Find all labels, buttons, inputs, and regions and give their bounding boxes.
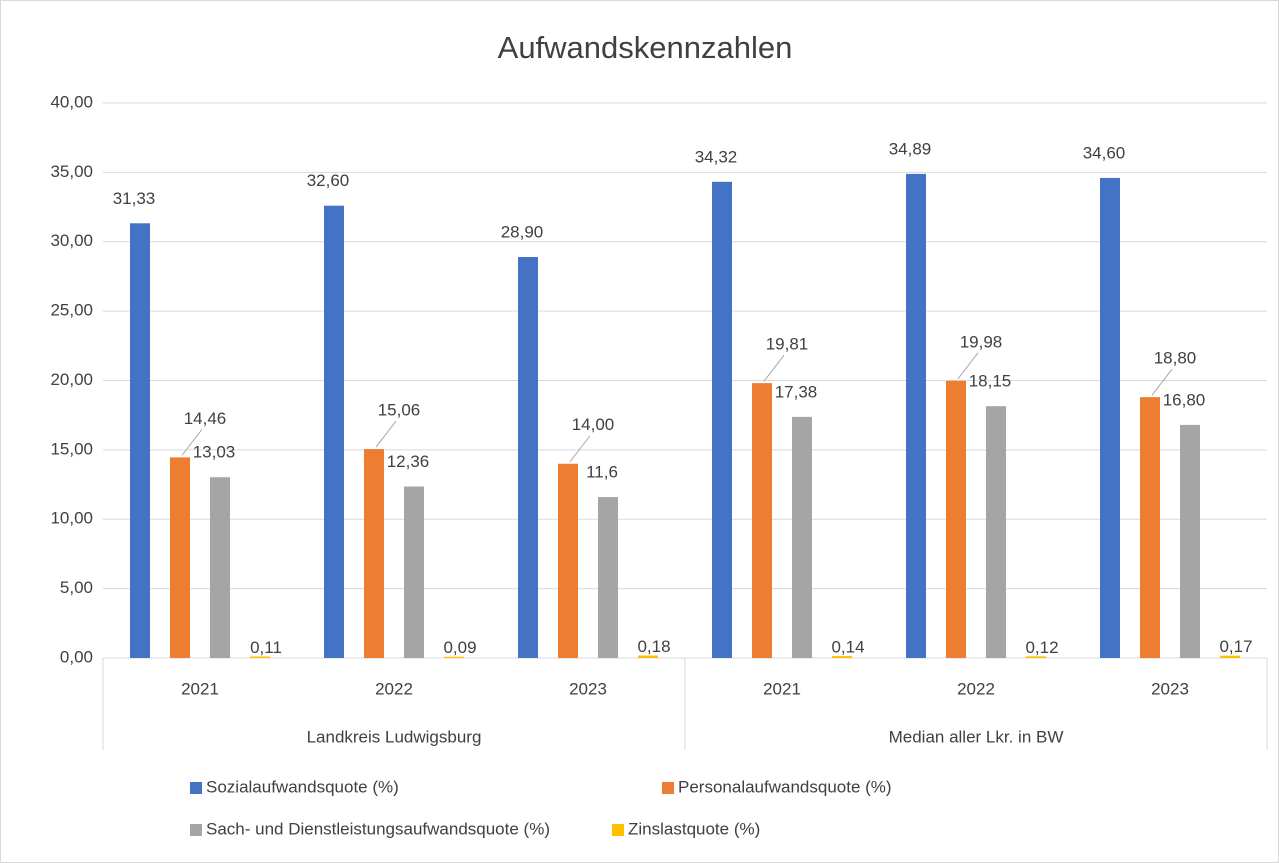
y-tick-label: 40,00 xyxy=(50,92,93,111)
data-label: 15,06 xyxy=(378,401,421,420)
data-label: 16,80 xyxy=(1163,390,1206,409)
data-label: 0,12 xyxy=(1025,638,1058,657)
bar xyxy=(752,383,772,658)
bar xyxy=(324,205,344,659)
legend-label: Sozialaufwandsquote (%) xyxy=(206,777,399,796)
bar xyxy=(1100,177,1120,659)
bar xyxy=(558,463,578,658)
data-label: 0,11 xyxy=(250,638,282,657)
chart-title: Aufwandskennzahlen xyxy=(498,30,793,65)
bar xyxy=(1180,424,1200,658)
data-label: 31,33 xyxy=(113,189,156,208)
data-label: 34,60 xyxy=(1083,143,1126,162)
data-label: 28,90 xyxy=(501,222,544,241)
bar xyxy=(250,656,270,658)
bar xyxy=(210,477,230,658)
data-label: 34,89 xyxy=(889,139,932,158)
data-label: 18,80 xyxy=(1154,349,1197,368)
bar xyxy=(1026,656,1046,658)
bar xyxy=(986,406,1006,658)
legend-label: Sach- und Dienstleistungsaufwandsquote (… xyxy=(206,819,550,838)
data-label: 0,17 xyxy=(1219,637,1252,656)
data-label: 13,03 xyxy=(193,443,236,462)
data-label: 0,09 xyxy=(443,638,476,657)
data-label: 19,98 xyxy=(960,332,1003,351)
bar xyxy=(712,181,732,658)
y-tick-label: 20,00 xyxy=(50,370,93,389)
y-tick-label: 30,00 xyxy=(50,231,93,250)
bar xyxy=(1140,397,1160,658)
data-label: 18,15 xyxy=(969,372,1012,391)
x-tick-label: 2023 xyxy=(569,679,607,698)
data-label: 14,46 xyxy=(184,409,227,428)
data-label: 34,32 xyxy=(695,147,738,166)
x-tick-label: 2023 xyxy=(1151,679,1189,698)
y-tick-label: 35,00 xyxy=(50,162,93,181)
x-tick-label: 2022 xyxy=(957,679,995,698)
leader-line xyxy=(957,352,979,380)
leader-line xyxy=(763,354,785,382)
data-label: 32,60 xyxy=(307,171,350,190)
x-tick-label: 2022 xyxy=(375,679,413,698)
bar xyxy=(364,449,384,658)
bar xyxy=(906,173,926,658)
y-tick-label: 25,00 xyxy=(50,301,93,320)
data-label: 11,6 xyxy=(586,463,618,482)
bar xyxy=(638,655,658,658)
data-label: 0,14 xyxy=(831,638,864,657)
legend-label: Personalaufwandsquote (%) xyxy=(678,777,892,796)
bar xyxy=(170,457,190,658)
y-tick-label: 10,00 xyxy=(50,509,93,528)
leader-line xyxy=(1151,368,1173,396)
bar xyxy=(518,257,538,658)
x-tick-label: 2021 xyxy=(181,679,219,698)
bar xyxy=(792,416,812,658)
leader-line xyxy=(569,435,591,463)
bar xyxy=(130,223,150,658)
x-tick-label: 2021 xyxy=(763,679,801,698)
group-label: Landkreis Ludwigsburg xyxy=(307,727,482,746)
leader-line xyxy=(375,420,397,448)
legend-swatch xyxy=(662,782,674,794)
bar xyxy=(404,486,424,658)
data-label: 0,18 xyxy=(637,637,670,656)
legend-swatch xyxy=(190,782,202,794)
bar xyxy=(1220,655,1240,658)
leader-line xyxy=(181,429,203,456)
legend-swatch xyxy=(612,824,624,836)
data-label: 12,36 xyxy=(387,452,430,471)
bar xyxy=(832,656,852,658)
bar xyxy=(598,497,618,658)
y-tick-label: 5,00 xyxy=(60,578,93,597)
y-tick-label: 15,00 xyxy=(50,439,93,458)
data-label: 17,38 xyxy=(775,382,818,401)
bar xyxy=(946,380,966,658)
bar xyxy=(444,656,464,658)
legend-label: Zinslastquote (%) xyxy=(628,819,760,838)
y-tick-label: 0,00 xyxy=(60,647,93,666)
legend-swatch xyxy=(190,824,202,836)
group-label: Median aller Lkr. in BW xyxy=(889,727,1064,746)
data-label: 14,00 xyxy=(572,415,615,434)
data-label: 19,81 xyxy=(766,335,809,354)
